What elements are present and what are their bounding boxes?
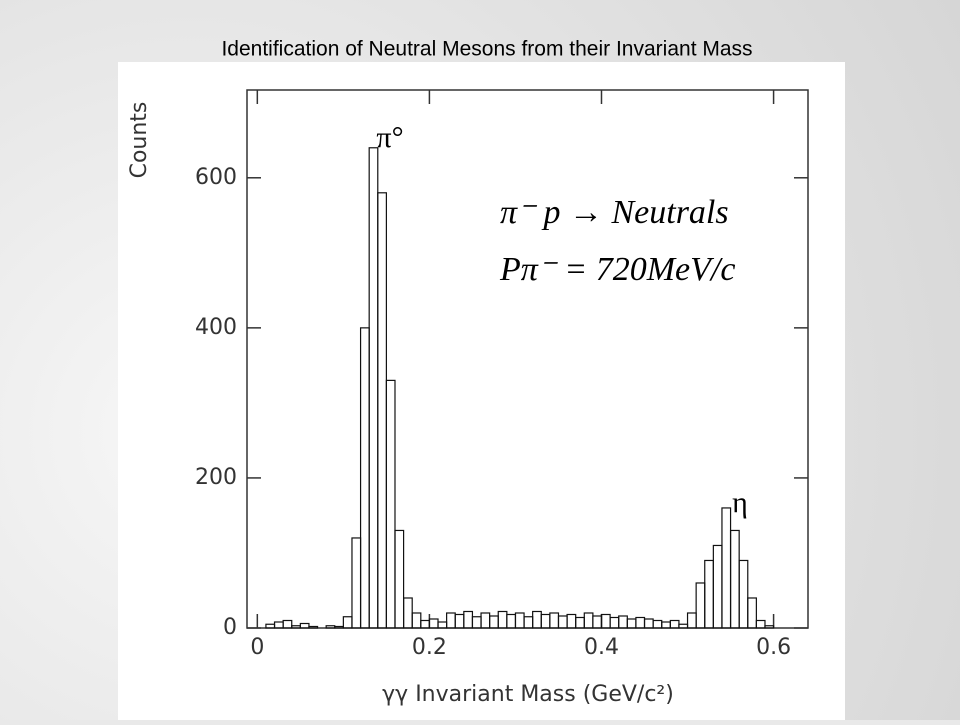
histogram-bar bbox=[747, 597, 757, 629]
reaction-formula: π⁻ p → Neutrals bbox=[500, 194, 729, 231]
histogram-bar bbox=[308, 625, 319, 629]
y-tick-label: 0 bbox=[223, 615, 237, 640]
y-axis-label: Counts bbox=[127, 102, 152, 179]
y-tick-label: 600 bbox=[195, 165, 237, 190]
chart-background bbox=[118, 62, 845, 720]
momentum-formula: Pπ⁻ = 720MeV/c bbox=[499, 251, 735, 288]
histogram-bar bbox=[755, 619, 766, 629]
pi0-label: π° bbox=[376, 121, 403, 154]
x-tick-label: 0.6 bbox=[756, 635, 791, 660]
eta-label: η bbox=[732, 486, 748, 519]
x-tick-label: 0.2 bbox=[412, 635, 447, 660]
x-axis-label: γγ Invariant Mass (GeV/c²) bbox=[382, 682, 674, 707]
x-tick-label: 0 bbox=[250, 635, 264, 660]
histogram-bar bbox=[385, 379, 396, 629]
histogram-bar bbox=[764, 625, 775, 629]
histogram-bar bbox=[738, 559, 749, 629]
y-tick-label: 200 bbox=[195, 465, 237, 490]
chart-title: Identification of Neutral Mesons from th… bbox=[221, 38, 752, 61]
y-tick-label: 400 bbox=[195, 315, 237, 340]
histogram-bar bbox=[394, 529, 405, 629]
x-tick-label: 0.4 bbox=[584, 635, 619, 660]
histogram-bar bbox=[299, 622, 310, 629]
histogram-bar bbox=[282, 619, 293, 629]
